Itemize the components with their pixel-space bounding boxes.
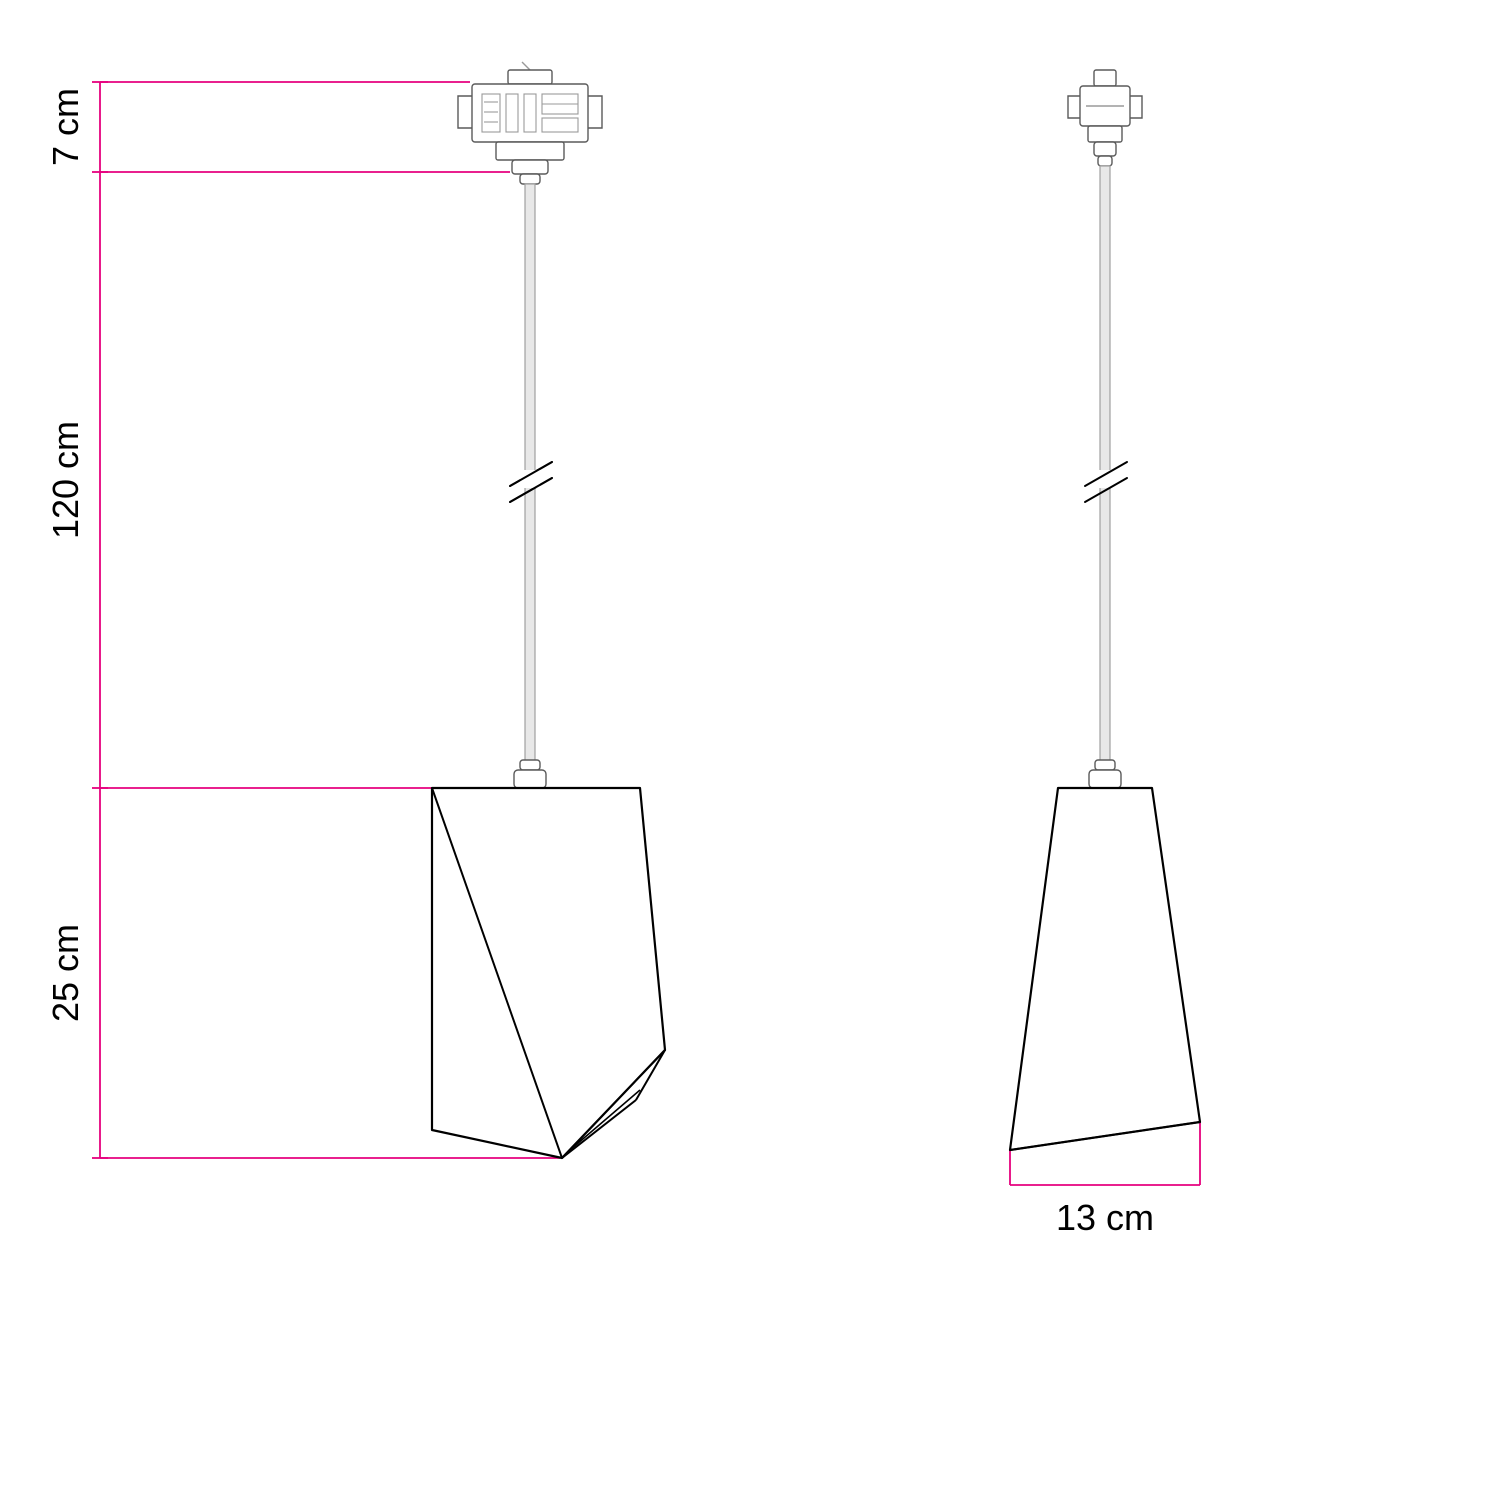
label-120cm: 120 cm [45, 421, 86, 539]
label-25cm: 25 cm [45, 924, 86, 1022]
technical-drawing: 7 cm 120 cm 25 cm 13 cm [0, 0, 1500, 1500]
track-connector-front [458, 62, 602, 184]
label-7cm: 7 cm [45, 88, 86, 166]
lampshade-right [1010, 788, 1200, 1150]
lampshade-left [432, 788, 665, 1158]
collar-right [1089, 760, 1121, 788]
right-view [1010, 70, 1200, 1150]
left-view [432, 62, 665, 1158]
track-connector-side [1068, 70, 1142, 166]
cable-right [1085, 166, 1127, 788]
cable-left [510, 184, 552, 788]
collar-left [514, 760, 546, 788]
label-13cm: 13 cm [1056, 1197, 1154, 1238]
